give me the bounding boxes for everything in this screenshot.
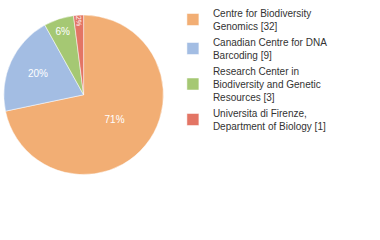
svg-text:2%: 2% bbox=[74, 15, 84, 27]
svg-text:6%: 6% bbox=[55, 26, 70, 37]
svg-text:71%: 71% bbox=[105, 114, 125, 125]
svg-text:Universita di Firenze,Departme: Universita di Firenze,Department of Biol… bbox=[213, 108, 326, 132]
svg-text:Canadian Centre for DNABarcodi: Canadian Centre for DNABarcoding [9] bbox=[213, 37, 327, 61]
svg-text:Centre for BiodiversityGenomic: Centre for BiodiversityGenomics [32] bbox=[213, 8, 311, 32]
svg-text:Research Center inBiodiversity: Research Center inBiodiversity and Genet… bbox=[213, 66, 321, 103]
svg-text:20%: 20% bbox=[28, 68, 48, 79]
